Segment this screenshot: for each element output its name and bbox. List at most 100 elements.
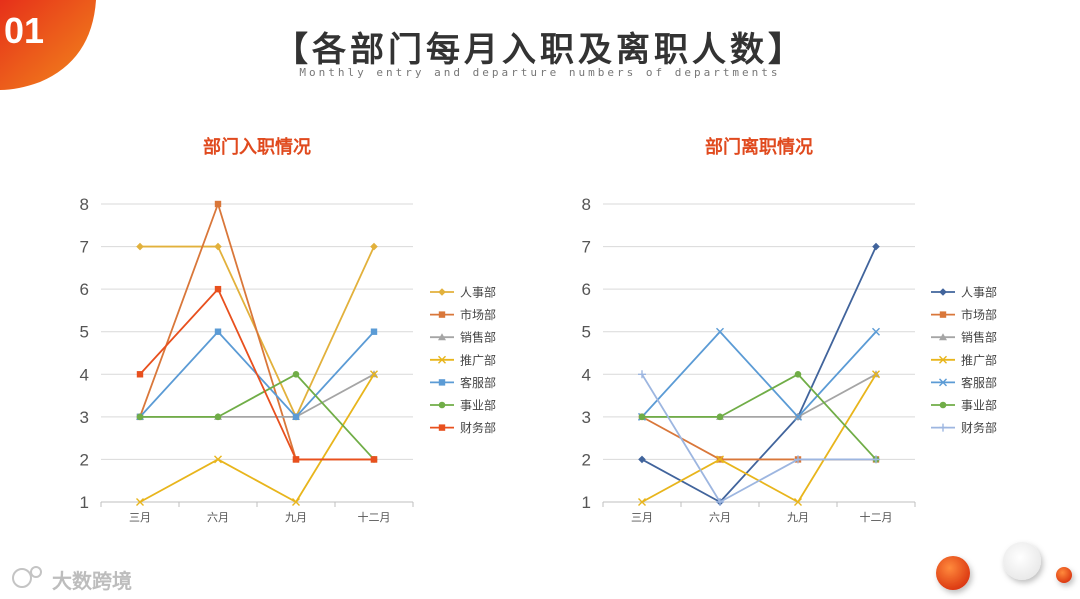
x-tick-label: 九月 <box>285 511 307 524</box>
chart-title: 部门入职情况 <box>203 136 311 158</box>
y-tick-label: 8 <box>80 195 89 214</box>
legend-label: 人事部 <box>460 285 496 300</box>
data-point <box>794 370 802 378</box>
data-point <box>872 455 880 464</box>
chart-entry: 部门入职情况 1 2 3 4 5 6 7 8 三月 六月 九月 十二月 人事部市场部销售部推广部客服部事业… <box>80 136 496 524</box>
data-point <box>292 413 300 421</box>
corner-badge <box>0 0 96 90</box>
legend-label: 销售部 <box>961 330 997 345</box>
legend-label: 销售部 <box>460 330 496 345</box>
legend-label: 客服部 <box>460 375 496 390</box>
data-point <box>370 242 378 251</box>
y-tick-label: 5 <box>80 323 89 342</box>
watermark-logo-icon <box>12 566 42 588</box>
data-point <box>292 456 300 463</box>
data-point <box>214 455 222 464</box>
series-line <box>642 373 877 461</box>
y-tick-label: 6 <box>582 280 591 299</box>
x-tick-label: 六月 <box>709 511 731 524</box>
data-point <box>214 200 222 208</box>
legend-marker <box>939 378 947 387</box>
y-tick-label: 4 <box>80 365 89 384</box>
legend-label: 事业部 <box>460 398 496 413</box>
data-point <box>716 413 724 421</box>
data-point <box>292 498 300 506</box>
data-point <box>370 370 378 379</box>
series-line <box>641 416 876 461</box>
y-tick-label: 7 <box>582 238 591 257</box>
data-point <box>794 455 802 464</box>
x-tick-label: 十二月 <box>860 510 893 524</box>
legend-marker <box>939 311 947 318</box>
decor-circle-orange-small <box>1056 567 1072 583</box>
data-point <box>214 242 222 251</box>
x-tick-label: 九月 <box>787 511 809 524</box>
y-tick-label: 7 <box>80 238 89 257</box>
legend-marker <box>939 401 947 409</box>
data-point <box>214 285 222 293</box>
data-point <box>214 413 222 421</box>
legend-label: 市场部 <box>460 307 496 322</box>
legend-label: 财务部 <box>460 420 496 435</box>
legend-marker <box>438 379 446 386</box>
legend-marker <box>438 355 446 364</box>
legend-marker <box>438 333 446 341</box>
legend-marker <box>939 355 947 364</box>
section-number: 01 <box>4 10 45 51</box>
legend-marker <box>939 333 947 341</box>
data-point <box>136 371 144 378</box>
y-tick-label: 2 <box>582 450 591 469</box>
data-point <box>136 413 144 421</box>
legend-label: 推广部 <box>961 352 997 367</box>
series-line <box>641 373 876 503</box>
data-point <box>292 370 300 378</box>
data-point <box>214 328 222 335</box>
y-tick-label: 5 <box>582 323 591 342</box>
data-point <box>716 455 724 464</box>
chart-departure: 部门离职情况 1 2 3 4 5 6 7 8 三月 六月 九月 十二月 人事部市场部销售部推广部客服部事业… <box>582 136 997 524</box>
data-point <box>370 328 378 335</box>
y-tick-label: 1 <box>582 493 591 512</box>
decor-circle-white <box>1003 542 1041 580</box>
series-line <box>140 373 375 461</box>
legend-label: 市场部 <box>961 307 997 322</box>
x-tick-label: 六月 <box>207 511 229 524</box>
y-tick-label: 2 <box>80 450 89 469</box>
y-tick-label: 8 <box>582 195 591 214</box>
legend-marker <box>438 288 446 296</box>
y-tick-label: 4 <box>582 365 591 384</box>
x-tick-label: 三月 <box>631 511 653 524</box>
data-point <box>794 498 802 506</box>
data-point <box>716 327 724 336</box>
x-tick-label: 十二月 <box>358 510 391 524</box>
y-tick-label: 1 <box>80 493 89 512</box>
legend-marker <box>438 311 446 318</box>
page-subtitle: Monthly entry and departure numbers of d… <box>299 66 781 79</box>
data-point <box>136 498 144 506</box>
series-line <box>139 288 374 461</box>
chart-title: 部门离职情况 <box>705 136 813 158</box>
x-tick-label: 三月 <box>129 511 151 524</box>
decor-circle-orange-large <box>936 556 970 590</box>
legend-marker <box>939 423 947 432</box>
data-point <box>872 370 880 379</box>
data-point <box>136 242 144 251</box>
y-tick-label: 3 <box>582 408 591 427</box>
data-point <box>794 412 802 421</box>
series-line <box>139 373 375 503</box>
legend-marker <box>438 401 446 409</box>
watermark-text: 大数跨境 <box>52 569 132 593</box>
page-title: 【各部门每月入职及离职人数】 <box>274 30 806 70</box>
series-line <box>641 330 877 418</box>
data-point <box>872 242 880 251</box>
legend-label: 人事部 <box>961 285 997 300</box>
legend-label: 客服部 <box>961 375 997 390</box>
legend-marker <box>438 424 446 431</box>
legend-marker <box>939 288 947 296</box>
y-tick-label: 6 <box>80 280 89 299</box>
data-point <box>872 327 880 336</box>
legend-label: 事业部 <box>961 398 997 413</box>
data-point <box>716 498 724 506</box>
data-point <box>638 455 646 464</box>
